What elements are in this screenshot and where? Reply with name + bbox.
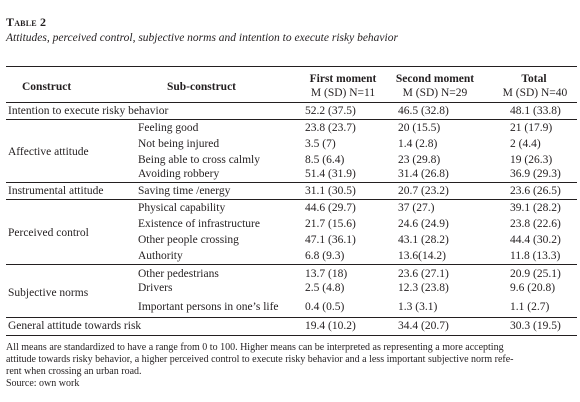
row-13-total: 30.3 (19.5) <box>510 320 561 332</box>
group-rule-5 <box>6 317 577 318</box>
row-0-second: 46.5 (32.8) <box>398 105 449 117</box>
row-9-sub: Authority <box>138 250 183 262</box>
group-rule-4 <box>6 264 577 265</box>
header-second-title: Second moment <box>395 73 475 85</box>
row-2-construct: Affective attitude <box>8 146 89 158</box>
row-0-construct: Intention to execute risky behavior <box>8 105 169 117</box>
row-11-sub: Drivers <box>138 282 173 294</box>
row-1-sub: Feeling good <box>138 122 199 134</box>
row-12-second: 1.3 (3.1) <box>398 301 438 313</box>
row-11-total: 9.6 (20.8) <box>510 282 556 294</box>
row-0-first: 52.2 (37.5) <box>305 105 356 117</box>
header-total-title: Total <box>521 73 547 85</box>
row-8-first: 47.1 (36.1) <box>305 234 356 246</box>
header-construct: Construct <box>22 81 72 93</box>
row-6-sub: Physical capability <box>138 202 226 214</box>
row-4-total: 36.9 (29.3) <box>510 168 561 180</box>
row-5-construct: Instrumental attitude <box>8 185 104 197</box>
row-8-sub: Other people crossing <box>138 234 239 246</box>
row-9-second: 13.6(14.2) <box>398 250 446 262</box>
row-12-total: 1.1 (2.7) <box>510 301 550 313</box>
row-3-total: 19 (26.3) <box>510 154 553 166</box>
table-caption: Attitudes, perceived control, subjective… <box>6 32 398 44</box>
row-2-sub: Not being injured <box>138 138 220 150</box>
row-4-first: 51.4 (31.9) <box>305 168 356 180</box>
row-9-total: 11.8 (13.3) <box>510 250 561 262</box>
row-2-second: 1.4 (2.8) <box>398 138 438 150</box>
row-1-second: 20 (15.5) <box>398 122 441 134</box>
row-10-sub: Other pedestrians <box>138 268 219 280</box>
row-7-sub: Existence of infrastructure <box>138 218 260 230</box>
row-10-first: 13.7 (18) <box>305 268 348 280</box>
row-3-second: 23 (29.8) <box>398 154 441 166</box>
row-3-sub: Being able to cross calmly <box>138 154 260 166</box>
row-0-total: 48.1 (33.8) <box>510 105 561 117</box>
top-rule <box>6 66 577 67</box>
group-rule-3 <box>6 199 577 200</box>
row-11-construct: Subjective norms <box>8 287 89 299</box>
row-1-total: 21 (17.9) <box>510 122 553 134</box>
row-8-total: 44.4 (30.2) <box>510 234 561 246</box>
table-note-line-1: All means are standardized to have a ran… <box>6 342 504 353</box>
group-rule-1 <box>6 119 577 120</box>
row-13-construct: General attitude towards risk <box>8 320 142 332</box>
header-rule <box>6 102 577 103</box>
row-6-first: 44.6 (29.7) <box>305 202 356 214</box>
row-5-sub: Saving time /energy <box>138 185 231 197</box>
row-3-first: 8.5 (6.4) <box>305 154 345 166</box>
row-12-first: 0.4 (0.5) <box>305 301 345 313</box>
row-13-first: 19.4 (10.2) <box>305 320 356 332</box>
header-second-sub: M (SD) N=29 <box>402 87 468 99</box>
bottom-rule <box>6 335 577 336</box>
row-4-second: 31.4 (26.8) <box>398 168 449 180</box>
table-source: Source: own work <box>6 378 80 389</box>
header-first-sub: M (SD) N=11 <box>310 87 376 99</box>
row-5-second: 20.7 (23.2) <box>398 185 449 197</box>
table-label: Table 2 <box>6 15 47 29</box>
row-11-second: 12.3 (23.8) <box>398 282 449 294</box>
table-note-line-2: attitude towards risky behavior, a highe… <box>6 354 514 365</box>
row-5-total: 23.6 (26.5) <box>510 185 561 197</box>
row-7-total: 23.8 (22.6) <box>510 218 561 230</box>
row-7-first: 21.7 (15.6) <box>305 218 356 230</box>
header-total-sub: M (SD) N=40 <box>502 87 568 99</box>
row-6-second: 37 (27.) <box>398 202 435 214</box>
row-2-first: 3.5 (7) <box>305 138 336 150</box>
row-10-second: 23.6 (27.1) <box>398 268 449 280</box>
row-12-sub: Important persons in one’s life <box>138 301 279 313</box>
row-11-first: 2.5 (4.8) <box>305 282 345 294</box>
header-subconstruct: Sub-construct <box>167 81 237 93</box>
row-10-total: 20.9 (25.1) <box>510 268 561 280</box>
row-13-second: 34.4 (20.7) <box>398 320 449 332</box>
row-4-sub: Avoiding robbery <box>138 168 220 180</box>
row-5-first: 31.1 (30.5) <box>305 185 356 197</box>
row-6-total: 39.1 (28.2) <box>510 202 561 214</box>
table-note-line-3: rent when crossing an urban road. <box>6 366 142 377</box>
group-rule-2 <box>6 182 577 183</box>
row-1-first: 23.8 (23.7) <box>305 122 356 134</box>
row-7-construct: Perceived control <box>8 227 89 239</box>
header-first-title: First moment <box>309 73 377 85</box>
row-9-first: 6.8 (9.3) <box>305 250 345 262</box>
row-7-second: 24.6 (24.9) <box>398 218 449 230</box>
row-2-total: 2 (4.4) <box>510 138 541 150</box>
row-8-second: 43.1 (28.2) <box>398 234 449 246</box>
